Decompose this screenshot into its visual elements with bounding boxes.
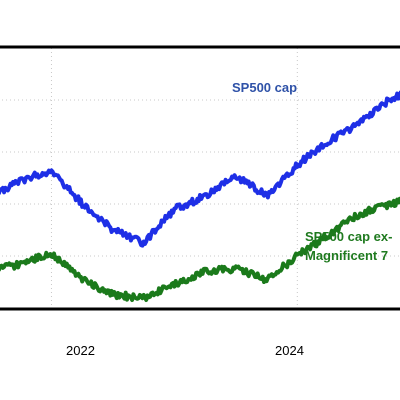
grid [0, 48, 400, 308]
series-label-sp500-cap: SP500 cap [232, 80, 298, 95]
x-tick-label-2024: 2024 [275, 343, 304, 358]
plot-frame [0, 45, 400, 311]
series-line-sp500-cap [0, 90, 400, 248]
series-label-ex-mag7-line2: Magnificent 7 [305, 248, 389, 263]
series-line-ex-mag7 [0, 196, 400, 302]
x-tick-label-2022: 2022 [66, 343, 95, 358]
series-label-ex-mag7-line1: SP500 cap ex- [305, 229, 393, 244]
series-label-ex-mag7: SP500 cap ex- Magnificent 7 [305, 227, 392, 265]
series-layer [0, 90, 400, 302]
